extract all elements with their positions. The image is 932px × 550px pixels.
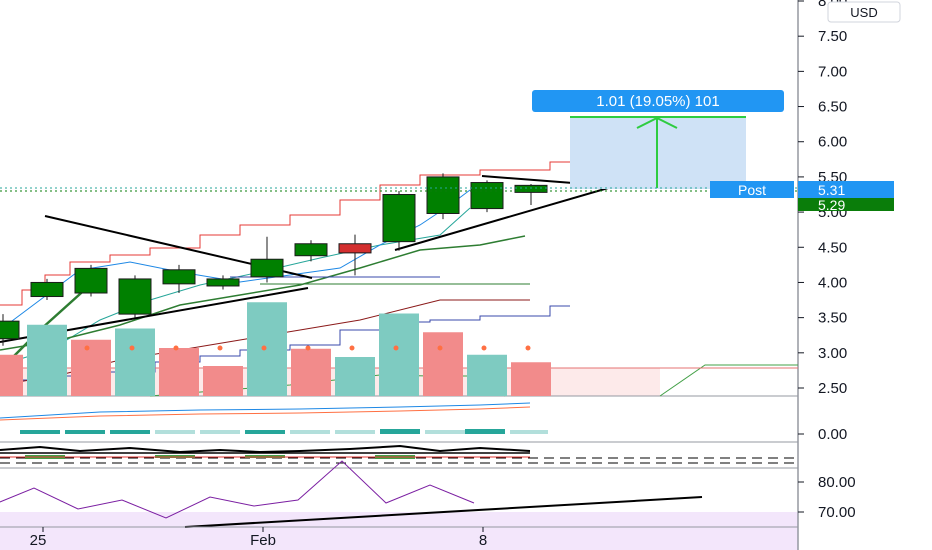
volume-bar (159, 348, 199, 396)
candle (470, 180, 504, 213)
price-tick-label: 3.50 (818, 310, 847, 327)
price-axis[interactable]: 8.007.507.006.506.005.505.004.504.003.50… (798, 0, 856, 521)
price-tick-label: 3.00 (818, 345, 847, 362)
candle (118, 275, 152, 318)
volume-bar (247, 302, 287, 396)
volume-bar (467, 354, 507, 396)
candle-body (382, 194, 416, 243)
oscillator-pane (0, 444, 798, 464)
volume-bar (27, 324, 67, 396)
candle (162, 264, 196, 294)
candle (30, 278, 64, 301)
indicator-tick-label: 0.00 (818, 426, 847, 443)
last-price-tag: 5.29 (798, 197, 894, 213)
candle-body (118, 278, 152, 315)
measure-label: 1.01 (19.05%) 101 (596, 93, 719, 110)
volume-bar (115, 328, 155, 396)
candle-body (250, 258, 284, 278)
candle (294, 240, 328, 262)
currency-label: USD (850, 5, 877, 20)
indicator-tick-label: 70.00 (818, 504, 856, 521)
candle (426, 173, 460, 220)
candle-body (426, 176, 460, 214)
post-tag-label: Post (738, 182, 766, 198)
candle-body (338, 243, 372, 254)
candle (338, 234, 372, 276)
time-label-8: 8 (479, 532, 487, 549)
candle (250, 236, 284, 283)
volume-bar (0, 354, 23, 396)
price-tick-label: 7.50 (818, 28, 847, 45)
volume-bar (291, 348, 331, 396)
measure-label-box (532, 90, 784, 112)
time-axis[interactable]: 25 Feb 8 (30, 527, 488, 549)
price-tick-label: 7.00 (818, 63, 847, 80)
candle (382, 190, 416, 251)
candle (0, 314, 20, 346)
price-tick-label: 6.00 (818, 134, 847, 151)
currency-badge[interactable]: USD (827, 1, 901, 23)
volume-bar (511, 362, 551, 396)
candle-body (514, 184, 548, 193)
time-label-feb: Feb (250, 532, 276, 549)
rsi-band (0, 512, 798, 550)
candle-body (294, 243, 328, 257)
candle-body (30, 281, 64, 298)
post-tag-value: 5.31 (818, 182, 845, 198)
time-label-25: 25 (30, 532, 47, 549)
candle (74, 264, 108, 297)
candle (514, 183, 548, 206)
candle-body (0, 320, 20, 340)
rsi-line (0, 460, 475, 519)
price-tick-label: 4.50 (818, 239, 847, 256)
post-price-tag: Post 5.31 (710, 181, 894, 198)
candle-body (74, 267, 108, 294)
candle-body (470, 182, 504, 210)
volume-bar (71, 339, 111, 396)
price-range-measure[interactable]: 1.01 (19.05%) 101 (532, 90, 784, 189)
candlesticks (0, 173, 548, 346)
candle (206, 275, 240, 290)
candle-body (206, 278, 240, 287)
price-tick-label: 6.50 (818, 99, 847, 116)
volume-bar (423, 332, 463, 396)
volume-bars (0, 302, 551, 396)
candle-body (162, 269, 196, 285)
volume-bar (379, 313, 419, 396)
volume-bar (335, 357, 375, 396)
signal-markers (84, 345, 531, 351)
last-tag-value: 5.29 (818, 197, 845, 213)
price-tick-label: 2.50 (818, 380, 847, 397)
volume-bar (203, 366, 243, 396)
price-tick-label: 4.00 (818, 274, 847, 291)
indicator-tick-label: 80.00 (818, 474, 856, 491)
macd-pane (0, 402, 548, 434)
